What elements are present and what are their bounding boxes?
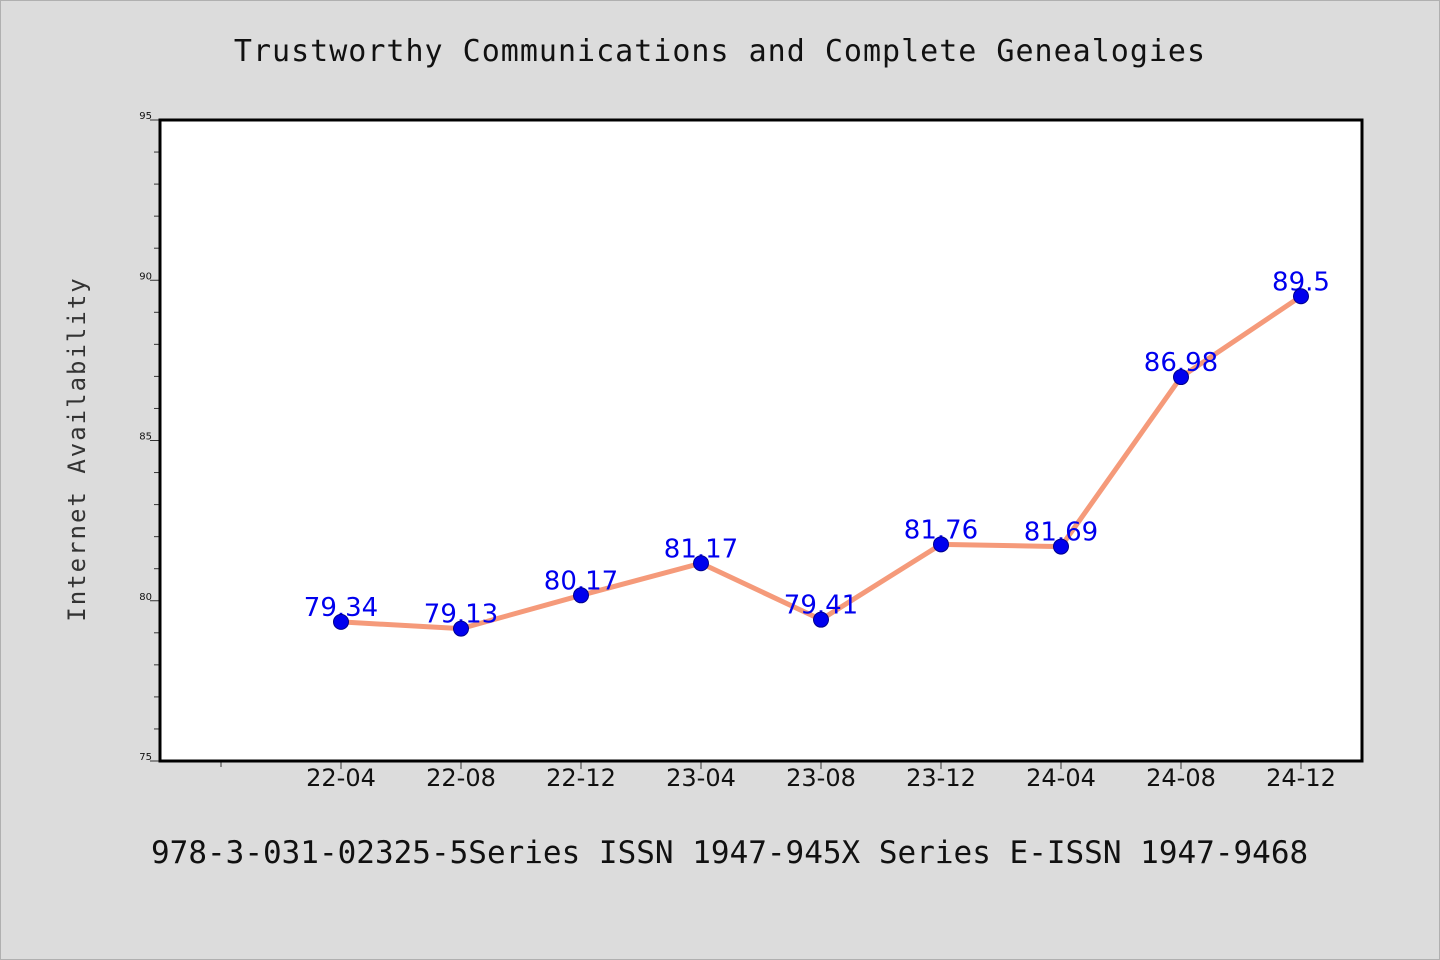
data-point bbox=[1173, 369, 1189, 386]
data-point bbox=[1293, 288, 1309, 305]
data-point bbox=[333, 613, 349, 630]
x-tick-label: 23-12 bbox=[906, 764, 976, 792]
y-tick-label: 85 bbox=[139, 432, 152, 443]
x-tick-label: 24-04 bbox=[1026, 764, 1096, 792]
data-point bbox=[1053, 538, 1069, 555]
footer-isbn-text: 978-3-031-02325-5Series ISSN 1947-945X S… bbox=[151, 835, 1309, 871]
y-tick-label: 80 bbox=[139, 592, 152, 603]
y-tick-label: 90 bbox=[139, 271, 152, 282]
y-tick-label: 75 bbox=[139, 752, 152, 763]
y-tick-label: 95 bbox=[139, 111, 152, 122]
x-tick-label: 22-04 bbox=[306, 764, 376, 792]
x-tick-label: 23-08 bbox=[786, 764, 856, 792]
data-point bbox=[453, 620, 469, 637]
data-point bbox=[573, 587, 589, 604]
x-tick-label: 22-12 bbox=[546, 764, 616, 792]
x-tick-label: 23-04 bbox=[666, 764, 736, 792]
plot-frame bbox=[158, 118, 1364, 763]
data-point bbox=[693, 555, 709, 572]
plot-area bbox=[160, 120, 1362, 761]
data-point bbox=[813, 611, 829, 628]
x-tick-label: 24-08 bbox=[1146, 764, 1216, 792]
y-axis-label: Internet Availability bbox=[63, 276, 91, 622]
chart-title: Trustworthy Communications and Complete … bbox=[233, 34, 1207, 69]
data-point bbox=[933, 536, 949, 553]
x-tick-label: 24-12 bbox=[1266, 764, 1336, 792]
x-tick-label: 22-08 bbox=[426, 764, 496, 792]
